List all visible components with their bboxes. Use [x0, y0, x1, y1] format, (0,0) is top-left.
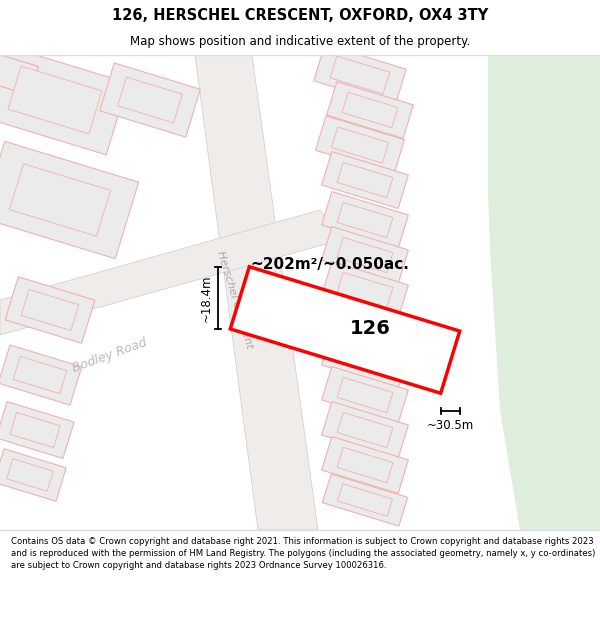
Polygon shape [7, 459, 53, 491]
Text: ~18.4m: ~18.4m [199, 274, 212, 322]
Polygon shape [0, 141, 139, 259]
Polygon shape [337, 238, 393, 272]
Text: Herschel Crescent: Herschel Crescent [215, 250, 254, 350]
Polygon shape [0, 449, 66, 501]
Polygon shape [195, 55, 318, 530]
Polygon shape [331, 127, 389, 163]
Polygon shape [322, 152, 409, 208]
Polygon shape [322, 437, 409, 493]
Polygon shape [322, 192, 409, 248]
Polygon shape [118, 77, 182, 123]
Text: ~30.5m: ~30.5m [427, 419, 474, 432]
Polygon shape [337, 448, 393, 482]
Text: Map shows position and indicative extent of the property.: Map shows position and indicative extent… [130, 35, 470, 48]
Polygon shape [322, 367, 409, 423]
Polygon shape [338, 484, 392, 516]
Polygon shape [337, 342, 393, 377]
Polygon shape [8, 66, 102, 134]
Polygon shape [0, 210, 340, 335]
Polygon shape [322, 262, 409, 318]
Polygon shape [337, 202, 393, 238]
Polygon shape [337, 378, 393, 412]
Polygon shape [13, 356, 67, 394]
Text: ~202m²/~0.050ac.: ~202m²/~0.050ac. [251, 258, 409, 272]
Polygon shape [337, 308, 393, 342]
Polygon shape [337, 412, 393, 447]
Polygon shape [322, 474, 407, 526]
Polygon shape [10, 412, 60, 447]
Polygon shape [342, 92, 398, 128]
Text: Contains OS data © Crown copyright and database right 2021. This information is : Contains OS data © Crown copyright and d… [11, 537, 595, 570]
Polygon shape [316, 116, 404, 174]
Polygon shape [322, 402, 409, 458]
Polygon shape [322, 297, 409, 353]
Polygon shape [5, 277, 95, 343]
Polygon shape [330, 56, 390, 94]
Polygon shape [10, 164, 110, 236]
Polygon shape [337, 272, 393, 308]
Polygon shape [0, 55, 38, 95]
Text: 126: 126 [350, 319, 391, 338]
Polygon shape [326, 82, 413, 138]
Polygon shape [488, 55, 600, 530]
Polygon shape [314, 44, 406, 106]
Polygon shape [322, 227, 409, 283]
Text: 126, HERSCHEL CRESCENT, OXFORD, OX4 3TY: 126, HERSCHEL CRESCENT, OXFORD, OX4 3TY [112, 8, 488, 23]
Polygon shape [337, 162, 393, 198]
Polygon shape [0, 402, 74, 458]
Polygon shape [100, 63, 200, 137]
Text: Bodley Road: Bodley Road [71, 336, 149, 374]
Polygon shape [0, 45, 128, 155]
Polygon shape [230, 267, 460, 393]
Polygon shape [322, 332, 409, 388]
Polygon shape [0, 345, 82, 405]
Polygon shape [21, 289, 79, 331]
